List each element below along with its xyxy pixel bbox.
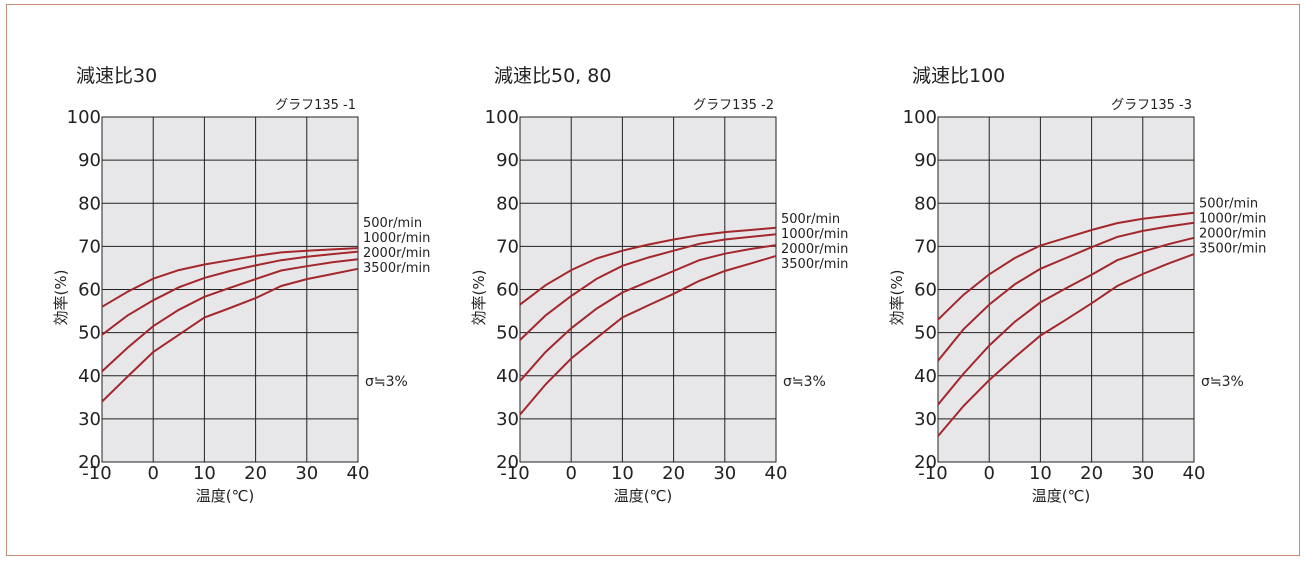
- y-tick-label: 100: [67, 107, 101, 128]
- x-tick-label: 0: [565, 463, 576, 484]
- y-tick-label: 50: [496, 323, 519, 344]
- x-tick-label: 30: [1131, 463, 1154, 484]
- y-tick-label: 70: [914, 236, 937, 257]
- chart-1: 減速比30 グラフ135 -1 20 30 40 50 60 70 80 90 100 -10 0 10 2…: [52, 65, 430, 505]
- series-label: 500r/min: [781, 212, 840, 227]
- y-tick-label: 20: [78, 452, 101, 473]
- x-tick-label: 40: [1183, 463, 1206, 484]
- x-tick-label: 10: [193, 463, 216, 484]
- y-tick-label: 40: [496, 366, 519, 387]
- chart-title: 減速比30: [76, 65, 157, 87]
- series-line: [519, 233, 777, 341]
- series-line: [519, 254, 777, 416]
- figure-frame: [6, 4, 1300, 556]
- y-tick-label: 40: [914, 366, 937, 387]
- y-tick-label: 30: [914, 409, 937, 430]
- graph-label: グラフ135 -3: [1111, 98, 1192, 113]
- series-line: [937, 221, 1195, 362]
- x-tick-label: 40: [347, 463, 370, 484]
- series-label: 2000r/min: [1199, 227, 1266, 242]
- sigma-annotation: σ≒3%: [783, 374, 826, 390]
- x-tick-label: 30: [295, 463, 318, 484]
- chart-title: 減速比100: [912, 65, 1005, 87]
- y-tick-label: 60: [496, 280, 519, 301]
- y-tick-label: 30: [78, 409, 101, 430]
- chart-title: 減速比50, 80: [494, 65, 611, 87]
- series-label: 2000r/min: [363, 246, 430, 261]
- series-line: [101, 258, 359, 373]
- y-axis-label: 効率(%): [888, 270, 906, 326]
- x-tick-label: 20: [662, 463, 685, 484]
- y-tick-label: 100: [485, 107, 519, 128]
- y-tick-label: 20: [496, 452, 519, 473]
- chart-3: 減速比100 グラフ135 -3 20 30 40 50 60 70 80 90 100 -10 0 10…: [888, 65, 1266, 505]
- graph-label: グラフ135 -2: [693, 98, 774, 113]
- y-axis-label: 効率(%): [470, 270, 488, 326]
- sigma-annotation: σ≒3%: [1201, 374, 1244, 390]
- series-line: [937, 253, 1195, 437]
- y-tick-label: 40: [78, 366, 101, 387]
- series-line: [937, 236, 1195, 406]
- x-tick-label: -10: [500, 463, 529, 484]
- y-tick-label: 50: [914, 323, 937, 344]
- x-axis-label: 温度(℃): [1032, 487, 1091, 505]
- y-tick-label: 80: [914, 193, 937, 214]
- series-label: 1000r/min: [363, 231, 430, 246]
- x-tick-label: 0: [983, 463, 994, 484]
- x-axis-label: 温度(℃): [196, 487, 255, 505]
- sigma-annotation: σ≒3%: [365, 374, 408, 390]
- y-tick-label: 80: [78, 193, 101, 214]
- x-tick-label: -10: [82, 463, 111, 484]
- y-tick-label: 70: [78, 236, 101, 257]
- x-tick-label: 10: [611, 463, 634, 484]
- y-tick-label: 90: [496, 150, 519, 171]
- x-tick-label: -10: [918, 463, 947, 484]
- series-line: [101, 247, 359, 308]
- x-tick-label: 30: [713, 463, 736, 484]
- y-tick-label: 60: [78, 280, 101, 301]
- y-axis-label: 効率(%): [52, 270, 70, 326]
- series-line: [101, 250, 359, 336]
- y-tick-label: 70: [496, 236, 519, 257]
- y-tick-label: 100: [903, 107, 937, 128]
- graph-label: グラフ135 -1: [275, 98, 356, 113]
- series-label: 500r/min: [1199, 197, 1258, 212]
- series-line: [519, 226, 777, 306]
- series-label: 3500r/min: [781, 257, 848, 272]
- x-tick-label: 20: [1080, 463, 1103, 484]
- x-tick-label: 20: [244, 463, 267, 484]
- series-label: 500r/min: [363, 216, 422, 231]
- y-tick-label: 20: [914, 452, 937, 473]
- x-tick-label: 0: [147, 463, 158, 484]
- x-axis-label: 温度(℃): [614, 487, 673, 505]
- x-tick-label: 40: [765, 463, 788, 484]
- y-tick-label: 30: [496, 409, 519, 430]
- series-label: 3500r/min: [363, 261, 430, 276]
- series-label: 1000r/min: [1199, 212, 1266, 227]
- y-tick-label: 90: [78, 150, 101, 171]
- y-tick-label: 50: [78, 323, 101, 344]
- x-tick-label: 10: [1029, 463, 1052, 484]
- series-label: 1000r/min: [781, 227, 848, 242]
- series-label: 3500r/min: [1199, 242, 1266, 257]
- y-tick-label: 60: [914, 280, 937, 301]
- series-line: [937, 211, 1195, 321]
- series-line: [519, 244, 777, 382]
- series-label: 2000r/min: [781, 242, 848, 257]
- series-line: [101, 267, 359, 403]
- y-tick-label: 80: [496, 193, 519, 214]
- y-tick-label: 90: [914, 150, 937, 171]
